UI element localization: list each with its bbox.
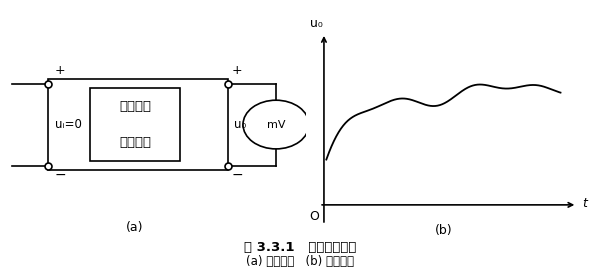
Text: +: + bbox=[55, 64, 65, 77]
Text: 放大电路: 放大电路 bbox=[119, 136, 151, 149]
Text: (a) 测试电路   (b) 测试结果: (a) 测试电路 (b) 测试结果 bbox=[246, 255, 354, 268]
Text: uᵢ=0: uᵢ=0 bbox=[56, 118, 82, 131]
Text: (a): (a) bbox=[126, 221, 144, 234]
Text: +: + bbox=[232, 64, 242, 77]
Text: 直接耦合: 直接耦合 bbox=[119, 100, 151, 113]
Text: t: t bbox=[582, 197, 587, 210]
Text: O: O bbox=[310, 210, 319, 223]
Bar bbox=[48, 79, 228, 170]
Text: u₀: u₀ bbox=[234, 118, 246, 131]
Text: (b): (b) bbox=[434, 224, 452, 237]
Text: mV: mV bbox=[267, 120, 285, 130]
Text: u₀: u₀ bbox=[310, 17, 323, 30]
Bar bbox=[90, 88, 180, 161]
Circle shape bbox=[243, 100, 309, 149]
Text: 图 3.3.1   零点漂移现象: 图 3.3.1 零点漂移现象 bbox=[244, 241, 356, 254]
Text: −: − bbox=[54, 168, 66, 182]
Text: −: − bbox=[231, 168, 243, 182]
